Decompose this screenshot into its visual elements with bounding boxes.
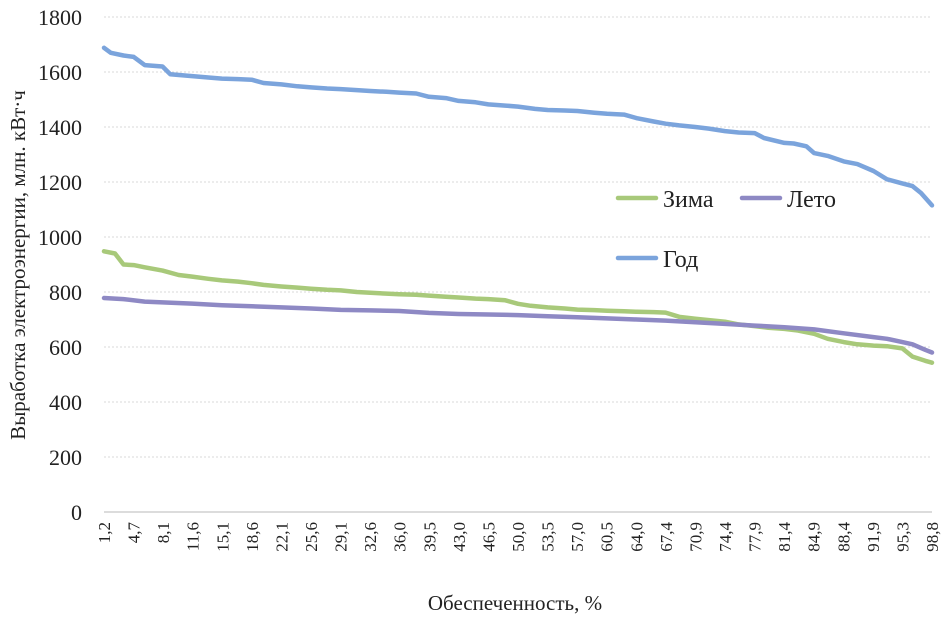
x-tick-label: 4,7 [125,522,144,544]
y-tick-label: 1600 [38,60,82,85]
x-tick-label: 32,6 [361,522,380,552]
x-tick-label: 1,2 [95,522,114,543]
series-line-2 [101,295,935,355]
x-tick-label: 25,6 [302,522,321,552]
y-tick-label: 800 [49,280,82,305]
x-tick-label: 70,9 [686,522,705,552]
y-axis-ticks: 0 200 400 600 800 1000 1200 1400 1600 1800 [38,5,82,525]
y-tick-label: 1200 [38,170,82,195]
x-tick-label: 22,1 [272,522,291,552]
y-tick-label: 200 [49,445,82,470]
x-tick-label: 60,5 [598,522,617,552]
y-tick-label: 600 [49,335,82,360]
x-tick-label: 11,6 [184,522,203,551]
x-tick-label: 81,4 [775,522,794,552]
y-tick-label: 1800 [38,5,82,30]
x-tick-label: 84,9 [805,522,824,552]
x-tick-label: 95,3 [893,522,912,552]
legend-label: Лето [787,187,836,213]
x-tick-label: 57,0 [568,522,587,552]
y-tick-label: 1400 [38,115,82,140]
x-axis-ticks: 1,2 4,7 8,1 11,6 15,1 18,6 22,1 25,6 29,1 32,6 36,… [95,522,942,552]
x-tick-label: 15,1 [213,522,232,552]
x-tick-label: 53,5 [539,522,558,552]
x-tick-label: 36,0 [391,522,410,552]
x-tick-label: 88,4 [834,522,853,552]
x-tick-label: 8,1 [154,522,173,543]
x-tick-label: 98,8 [923,522,942,552]
x-tick-label: 64,0 [627,522,646,552]
legend-label: Год [663,247,698,273]
x-tick-label: 50,0 [509,522,528,552]
x-tick-label: 43,0 [450,522,469,552]
y-tick-label: 0 [71,500,82,525]
x-tick-label: 77,9 [746,522,765,552]
y-tick-label: 1000 [38,225,82,250]
x-tick-label: 39,5 [420,522,439,552]
x-tick-label: 29,1 [332,522,351,552]
gridlines [104,16,932,458]
x-tick-label: 67,4 [657,522,676,552]
series-line-1 [101,249,935,365]
series-lines [101,45,935,365]
y-axis-title: Выработка электроэнергии, млн. кВт·ч [6,90,30,440]
series-line-3 [101,45,935,208]
x-tick-label: 46,5 [479,522,498,552]
y-tick-label: 400 [49,390,82,415]
legend-label: Зима [663,187,714,213]
legend: Зима Лето Год [615,187,836,273]
x-tick-label: 91,9 [864,522,883,552]
x-tick-label: 18,6 [243,522,262,552]
x-tick-label: 74,4 [716,522,735,552]
x-axis-title: Обеспеченность, % [428,591,602,615]
